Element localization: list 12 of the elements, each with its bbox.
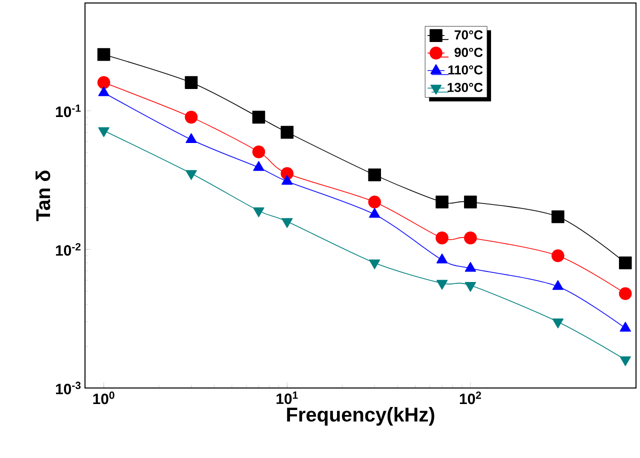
y-tick-label: 10$^{-3}$ — [56, 382, 81, 394]
legend-label: 130°C — [448, 82, 483, 92]
x-axis-title: Frequency(kHz) — [287, 407, 434, 426]
x-tick-label: 10$^{1}$ — [276, 392, 298, 404]
legend-label: 110°C — [448, 65, 483, 75]
y-tick-label: 10$^{-2}$ — [56, 243, 81, 256]
y-tick-label: 10$^{-1}$ — [56, 104, 81, 118]
y-axis-title: Tan δ — [36, 170, 50, 222]
legend-label: 90°C — [454, 48, 483, 57]
legend-label: 70°C — [454, 30, 483, 40]
x-tick-label: 10$^{0}$ — [93, 392, 114, 404]
x-tick-label: 10$^{2}$ — [460, 392, 481, 404]
